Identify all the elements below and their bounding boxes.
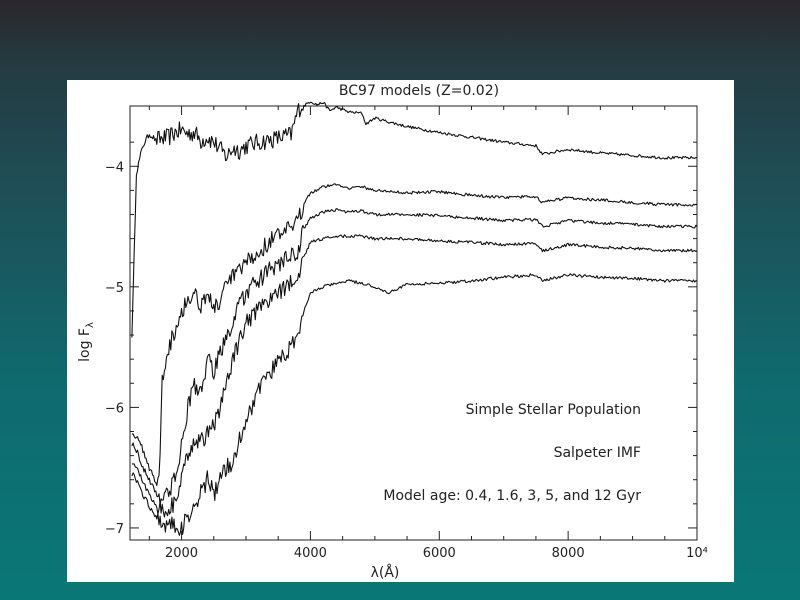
y-tick-label: −4 xyxy=(105,160,124,175)
x-axis: 2000 4000 6000 8000 10⁴ xyxy=(165,106,708,561)
x-tick-label: 10⁴ xyxy=(686,546,708,561)
plot-frame xyxy=(129,105,698,541)
figure-panel: BC97 models (Z=0.02) −4 −5 −6 −7 2000 4000 60… xyxy=(67,80,734,582)
spectrum-line-4 xyxy=(131,234,698,518)
y-tick-label: −5 xyxy=(105,281,124,296)
y-axis-label-subscript: λ xyxy=(85,322,96,328)
annotation-population: Simple Stellar Population xyxy=(466,402,641,418)
x-axis-label: λ(Å) xyxy=(371,564,400,581)
x-tick-label: 6000 xyxy=(423,546,456,561)
spectrum-line-2 xyxy=(131,183,698,486)
y-axis: −4 −5 −6 −7 xyxy=(105,160,697,537)
y-tick-label: −6 xyxy=(105,401,124,416)
spectrum-line-5 xyxy=(131,273,697,536)
spectra-chart: BC97 models (Z=0.02) −4 −5 −6 −7 2000 4000 60… xyxy=(77,83,708,581)
x-tick-label: 4000 xyxy=(294,546,327,561)
x-tick-label: 2000 xyxy=(165,546,198,561)
y-tick-label: −7 xyxy=(105,522,124,537)
spectrum-line-1 xyxy=(131,101,698,338)
spectrum-line-3 xyxy=(131,208,698,506)
chart-title: BC97 models (Z=0.02) xyxy=(339,83,499,99)
x-tick-label: 8000 xyxy=(552,546,585,561)
annotation-imf: Salpeter IMF xyxy=(554,445,641,461)
series-group xyxy=(131,101,698,536)
y-axis-label-main: log F xyxy=(77,328,93,362)
annotation-model-age: Model age: 0.4, 1.6, 3, 5, and 12 Gyr xyxy=(383,488,641,504)
y-axis-label: log Fλ xyxy=(77,322,96,362)
